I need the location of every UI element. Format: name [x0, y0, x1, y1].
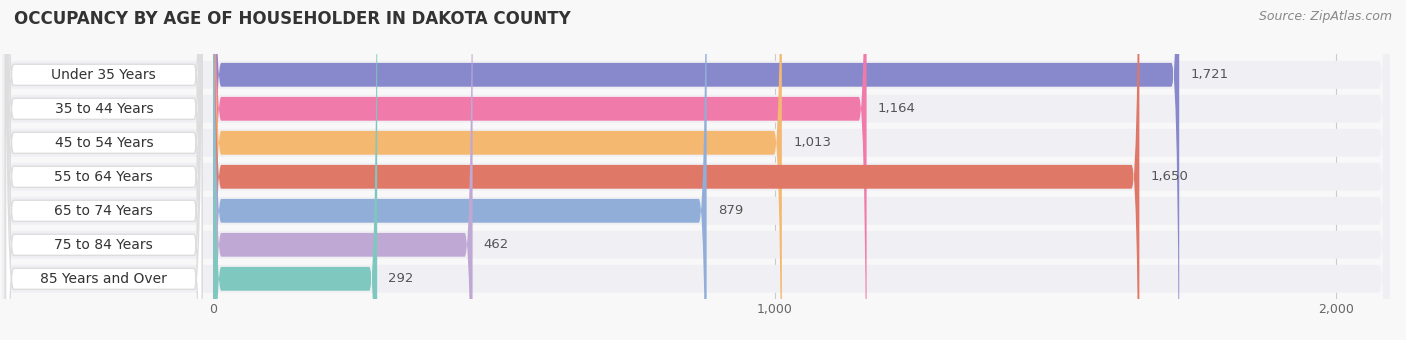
Text: OCCUPANCY BY AGE OF HOUSEHOLDER IN DAKOTA COUNTY: OCCUPANCY BY AGE OF HOUSEHOLDER IN DAKOT… — [14, 10, 571, 28]
Text: 55 to 64 Years: 55 to 64 Years — [55, 170, 153, 184]
FancyBboxPatch shape — [214, 0, 1180, 340]
Text: 1,164: 1,164 — [877, 102, 915, 115]
Text: 462: 462 — [484, 238, 509, 251]
FancyBboxPatch shape — [3, 0, 1389, 340]
FancyBboxPatch shape — [3, 0, 1389, 340]
FancyBboxPatch shape — [3, 0, 1389, 340]
Text: 75 to 84 Years: 75 to 84 Years — [55, 238, 153, 252]
FancyBboxPatch shape — [214, 0, 472, 340]
Text: Under 35 Years: Under 35 Years — [52, 68, 156, 82]
Text: 65 to 74 Years: 65 to 74 Years — [55, 204, 153, 218]
Text: Source: ZipAtlas.com: Source: ZipAtlas.com — [1258, 10, 1392, 23]
FancyBboxPatch shape — [214, 0, 707, 340]
Text: 85 Years and Over: 85 Years and Over — [41, 272, 167, 286]
Text: 879: 879 — [718, 204, 744, 217]
FancyBboxPatch shape — [3, 0, 1389, 340]
Text: 35 to 44 Years: 35 to 44 Years — [55, 102, 153, 116]
FancyBboxPatch shape — [6, 0, 202, 340]
FancyBboxPatch shape — [3, 0, 1389, 340]
FancyBboxPatch shape — [3, 0, 1389, 340]
FancyBboxPatch shape — [214, 0, 866, 340]
FancyBboxPatch shape — [3, 0, 1389, 340]
FancyBboxPatch shape — [6, 0, 202, 340]
FancyBboxPatch shape — [6, 0, 202, 340]
FancyBboxPatch shape — [6, 0, 202, 340]
FancyBboxPatch shape — [6, 0, 202, 340]
FancyBboxPatch shape — [6, 0, 202, 340]
FancyBboxPatch shape — [214, 0, 377, 340]
Text: 1,013: 1,013 — [793, 136, 831, 149]
FancyBboxPatch shape — [214, 0, 1139, 340]
Text: 1,721: 1,721 — [1191, 68, 1229, 81]
FancyBboxPatch shape — [6, 0, 202, 340]
Text: 292: 292 — [388, 272, 413, 285]
Text: 1,650: 1,650 — [1150, 170, 1188, 183]
Text: 45 to 54 Years: 45 to 54 Years — [55, 136, 153, 150]
FancyBboxPatch shape — [214, 0, 782, 340]
